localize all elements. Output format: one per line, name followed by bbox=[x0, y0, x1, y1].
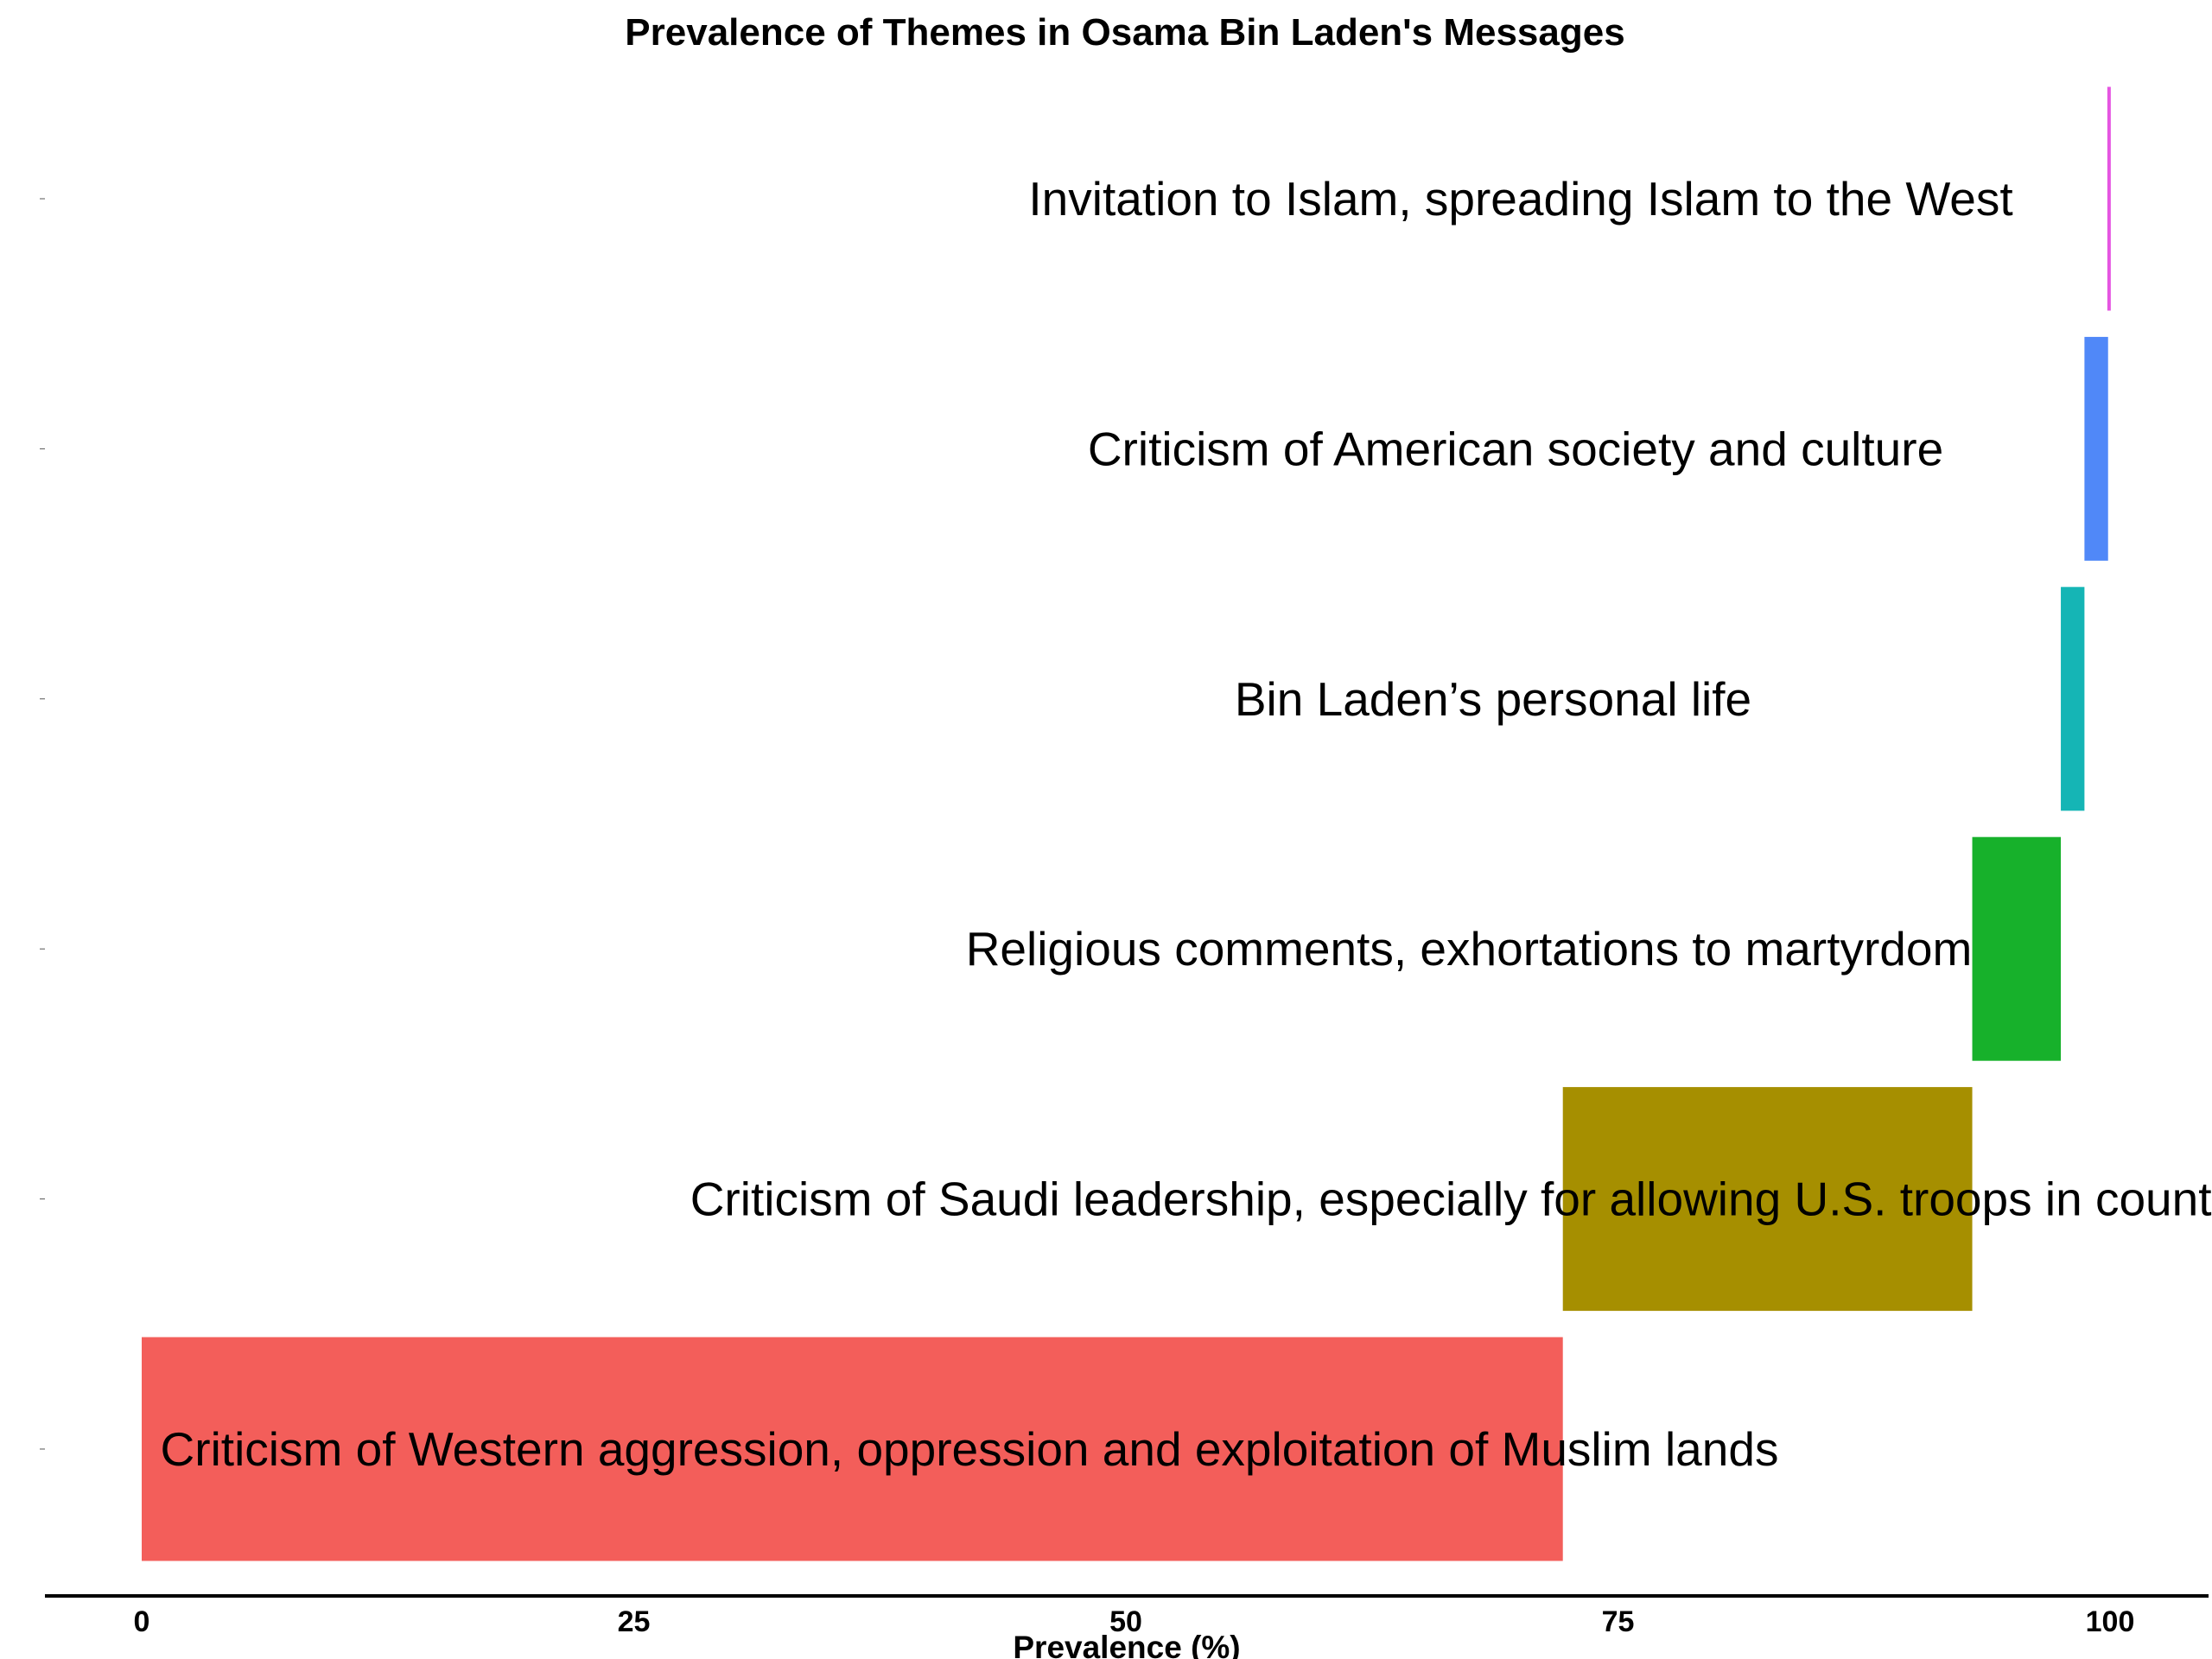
x-tick-label: 75 bbox=[1602, 1605, 1635, 1638]
bar bbox=[142, 1337, 1563, 1561]
bar-label: Criticism of Western aggression, oppress… bbox=[161, 1422, 1779, 1476]
x-tick-label: 100 bbox=[2086, 1605, 2135, 1638]
x-axis-ticks: 0 25 50 75 100 bbox=[134, 1605, 2135, 1638]
bar-label: Bin Laden’s personal life bbox=[1235, 672, 1751, 726]
bar bbox=[2084, 336, 2108, 561]
bar bbox=[2061, 587, 2085, 811]
x-tick-label: 0 bbox=[134, 1605, 150, 1638]
x-axis-title: Prevalence (%) bbox=[1013, 1630, 1240, 1659]
chart-title: Prevalence of Themes in Osama Bin Laden'… bbox=[625, 11, 1624, 54]
bar-label: Religious comments, exhortations to mart… bbox=[966, 922, 1973, 976]
bar bbox=[1562, 1087, 1973, 1312]
bar-labels-group: Criticism of Western aggression, oppress… bbox=[161, 172, 2212, 1476]
bar bbox=[2107, 86, 2111, 311]
bar-label: Invitation to Islam, spreading Islam to … bbox=[1028, 172, 2012, 226]
x-tick-label: 25 bbox=[618, 1605, 651, 1638]
bar bbox=[1972, 836, 2062, 1061]
bars-group bbox=[142, 86, 2111, 1561]
x-tick-label: 50 bbox=[1109, 1605, 1142, 1638]
bar-label: Criticism of Saudi leadership, especiall… bbox=[690, 1173, 2212, 1226]
bar-label: Criticism of American society and cultur… bbox=[1088, 422, 1943, 475]
y-axis-ticks bbox=[40, 198, 45, 1450]
